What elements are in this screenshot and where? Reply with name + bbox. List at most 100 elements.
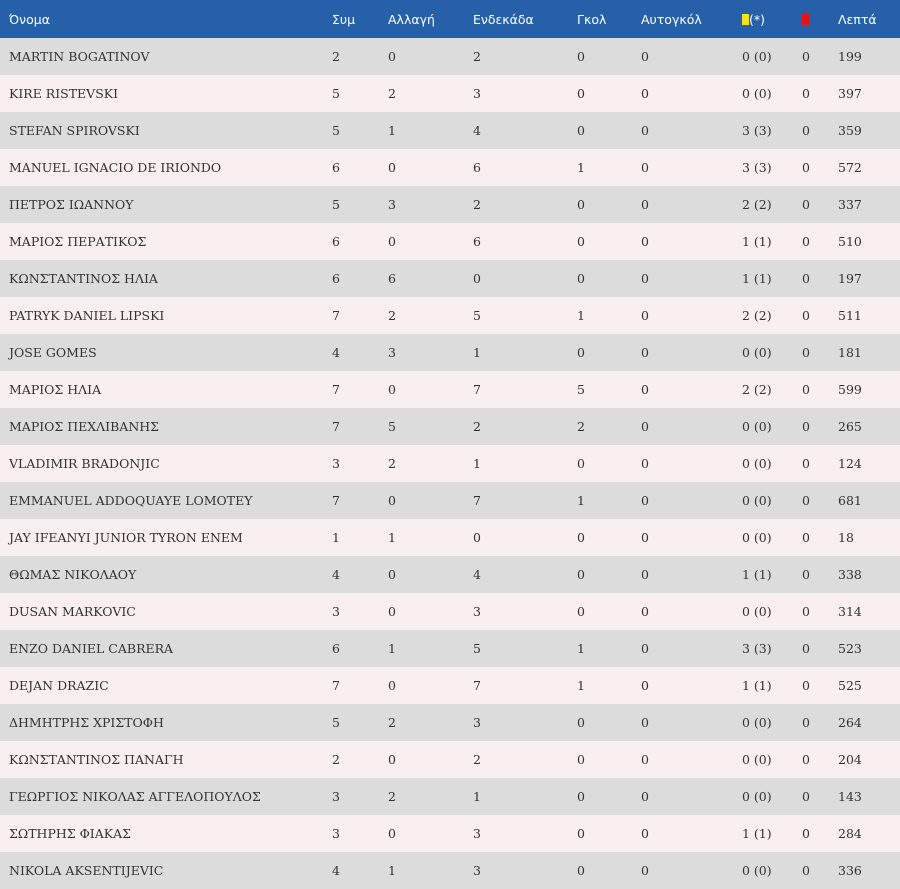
player-name[interactable]: EMMANUEL ADDOQUAYE LOMOTEY	[9, 493, 253, 508]
sub-cell: 3	[388, 197, 396, 212]
lineup-cell: 3	[473, 826, 481, 841]
player-name[interactable]: ΚΩΝΣΤΑΝΤΙΝΟΣ ΠΑΝΑΓΗ	[9, 752, 184, 767]
header-goals[interactable]: Γκολ	[577, 11, 607, 27]
table-row: VLADIMIR BRADONJIC 3 2 1 0 0 0 (0) 0 124	[0, 445, 900, 482]
own-goals-cell: 0	[641, 641, 649, 656]
lineup-cell: 4	[473, 123, 481, 138]
apps-cell: 7	[332, 678, 340, 693]
minutes-cell: 359	[838, 123, 862, 138]
table-row: ENZO DANIEL CABRERA 6 1 5 1 0 3 (3) 0 523	[0, 630, 900, 667]
player-name[interactable]: ΘΩΜΑΣ ΝΙΚΟΛΑΟΥ	[9, 567, 137, 582]
own-goals-cell: 0	[641, 234, 649, 249]
own-goals-cell: 0	[641, 789, 649, 804]
minutes-cell: 510	[838, 234, 862, 249]
apps-cell: 7	[332, 308, 340, 323]
sub-cell: 1	[388, 123, 396, 138]
minutes-cell: 197	[838, 271, 862, 286]
red-cards-cell: 0	[802, 678, 810, 693]
own-goals-cell: 0	[641, 86, 649, 101]
header-minutes[interactable]: Λεπτά	[838, 11, 877, 27]
player-name[interactable]: ENZO DANIEL CABRERA	[9, 641, 174, 656]
goals-cell: 0	[577, 826, 585, 841]
table-row: ΜΑΡΙΟΣ ΗΛΙΑ 7 0 7 5 0 2 (2) 0 599	[0, 371, 900, 408]
goals-cell: 0	[577, 456, 585, 471]
apps-cell: 2	[332, 49, 340, 64]
lineup-cell: 5	[473, 308, 481, 323]
goals-cell: 0	[577, 863, 585, 878]
player-name[interactable]: ΜΑΡΙΟΣ ΠΕΧΛΙΒΑΝΗΣ	[9, 419, 160, 434]
player-name[interactable]: DEJAN DRAZIC	[9, 678, 109, 693]
player-name[interactable]: ΜΑΡΙΟΣ ΗΛΙΑ	[9, 382, 102, 397]
player-name[interactable]: JAY IFEANYI JUNIOR TYRON ENEM	[9, 530, 243, 545]
player-name[interactable]: DUSAN MARKOVIC	[9, 604, 136, 619]
table-row: JOSE GOMES 4 3 1 0 0 0 (0) 0 181	[0, 334, 900, 371]
player-name[interactable]: KIRE RISTEVSKI	[9, 86, 119, 101]
header-apps[interactable]: Συμ	[332, 11, 356, 27]
player-name[interactable]: ΠΕΤΡΟΣ ΙΩΑΝΝΟΥ	[9, 197, 134, 212]
sub-cell: 2	[388, 86, 396, 101]
apps-cell: 5	[332, 197, 340, 212]
sub-cell: 0	[388, 234, 396, 249]
red-cards-cell: 0	[802, 160, 810, 175]
red-cards-cell: 0	[802, 123, 810, 138]
table-row: MARTIN BOGATINOV 2 0 2 0 0 0 (0) 0 199	[0, 38, 900, 75]
goals-cell: 1	[577, 160, 585, 175]
header-yellow[interactable]: (*)	[742, 0, 802, 38]
player-name[interactable]: STEFAN SPIROVSKI	[9, 123, 140, 138]
header-red[interactable]	[802, 0, 838, 38]
header-lineup[interactable]: Ενδεκάδα	[473, 11, 534, 27]
own-goals-cell: 0	[641, 567, 649, 582]
player-name[interactable]: JOSE GOMES	[9, 345, 97, 360]
apps-cell: 3	[332, 826, 340, 841]
table-row: ΔΗΜΗΤΡΗΣ ΧΡΙΣΤΟΦΗ 5 2 3 0 0 0 (0) 0 264	[0, 704, 900, 741]
header-name[interactable]: Όνομα	[9, 11, 50, 27]
own-goals-cell: 0	[641, 197, 649, 212]
lineup-cell: 3	[473, 86, 481, 101]
player-name[interactable]: ΓΕΩΡΓΙΟΣ ΝΙΚΟΛΑΣ ΑΓΓΕΛΟΠΟΥΛΟΣ	[9, 789, 261, 804]
lineup-cell: 1	[473, 456, 481, 471]
player-name[interactable]: ΣΩΤΗΡΗΣ ΦΙΑΚΑΣ	[9, 826, 131, 841]
lineup-cell: 3	[473, 604, 481, 619]
lineup-cell: 7	[473, 678, 481, 693]
own-goals-cell: 0	[641, 49, 649, 64]
apps-cell: 6	[332, 234, 340, 249]
apps-cell: 5	[332, 715, 340, 730]
minutes-cell: 523	[838, 641, 862, 656]
apps-cell: 3	[332, 604, 340, 619]
red-cards-cell: 0	[802, 641, 810, 656]
apps-cell: 7	[332, 493, 340, 508]
player-name[interactable]: MANUEL IGNACIO DE IRIONDO	[9, 160, 222, 175]
table-row: DEJAN DRAZIC 7 0 7 1 0 1 (1) 0 525	[0, 667, 900, 704]
player-name[interactable]: ΜΑΡΙΟΣ ΠΕΡΑΤΙΚΟΣ	[9, 234, 147, 249]
own-goals-cell: 0	[641, 308, 649, 323]
goals-cell: 0	[577, 789, 585, 804]
lineup-cell: 6	[473, 160, 481, 175]
player-name[interactable]: ΚΩΝΣΤΑΝΤΙΝΟΣ ΗΛΙΑ	[9, 271, 158, 286]
lineup-cell: 1	[473, 789, 481, 804]
player-name[interactable]: VLADIMIR BRADONJIC	[9, 456, 160, 471]
lineup-cell: 2	[473, 197, 481, 212]
yellow-cards-cell: 0 (0)	[742, 493, 772, 508]
red-cards-cell: 0	[802, 715, 810, 730]
sub-cell: 2	[388, 715, 396, 730]
player-name[interactable]: ΔΗΜΗΤΡΗΣ ΧΡΙΣΤΟΦΗ	[9, 715, 164, 730]
minutes-cell: 124	[838, 456, 862, 471]
player-name[interactable]: MARTIN BOGATINOV	[9, 49, 150, 64]
yellow-cards-cell: 0 (0)	[742, 715, 772, 730]
table-row: NIKOLA AKSENTIJEVIC 4 1 3 0 0 0 (0) 0 336	[0, 852, 900, 889]
minutes-cell: 397	[838, 86, 862, 101]
sub-cell: 0	[388, 493, 396, 508]
minutes-cell: 264	[838, 715, 862, 730]
lineup-cell: 2	[473, 49, 481, 64]
player-name[interactable]: NIKOLA AKSENTIJEVIC	[9, 863, 164, 878]
lineup-cell: 2	[473, 419, 481, 434]
player-name[interactable]: PATRYK DANIEL LIPSKI	[9, 308, 165, 323]
red-cards-cell: 0	[802, 456, 810, 471]
goals-cell: 2	[577, 419, 585, 434]
sub-cell: 2	[388, 456, 396, 471]
minutes-cell: 572	[838, 160, 862, 175]
header-sub[interactable]: Αλλαγή	[388, 11, 435, 27]
lineup-cell: 0	[473, 271, 481, 286]
header-own-goals[interactable]: Αυτογκόλ	[641, 11, 702, 27]
